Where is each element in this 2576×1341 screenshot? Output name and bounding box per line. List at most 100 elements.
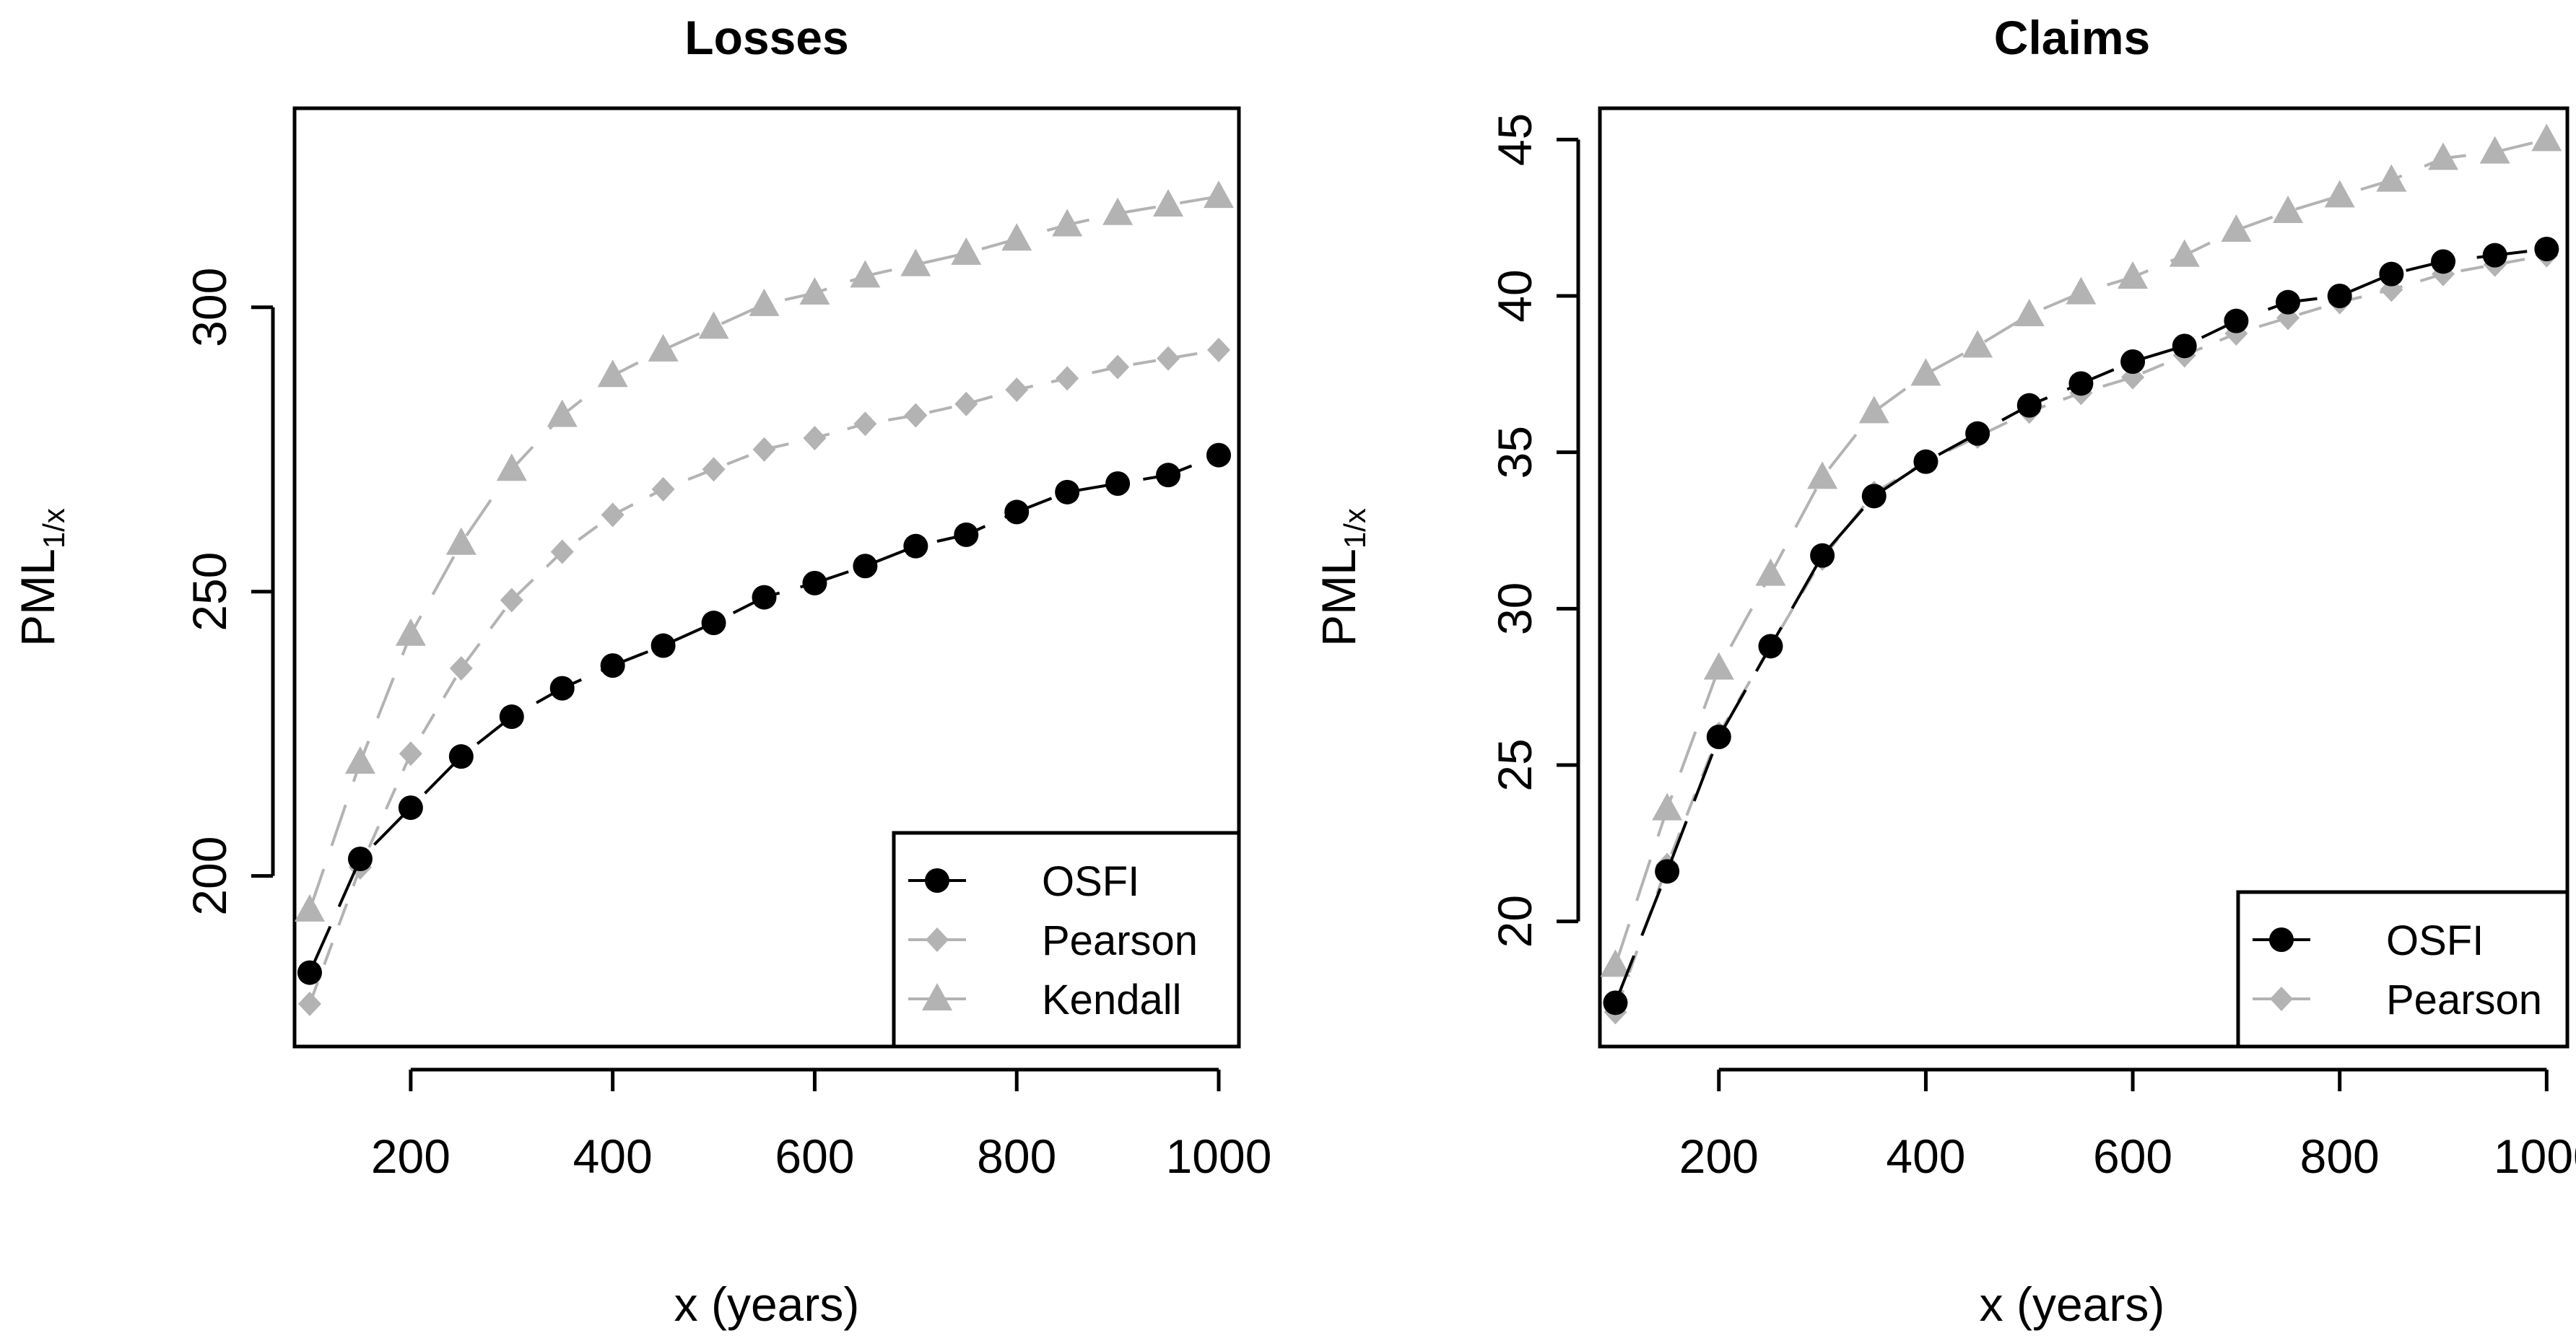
data-point [2431, 249, 2456, 274]
data-point [445, 527, 477, 555]
x-tick-label: 400 [573, 1130, 653, 1183]
data-point [2273, 196, 2304, 223]
data-point [600, 653, 625, 678]
data-point [1810, 543, 1835, 568]
data-point [1600, 949, 1631, 977]
data-point [297, 991, 321, 1016]
data-point [499, 704, 524, 730]
data-point [904, 403, 928, 428]
data-point [954, 391, 978, 416]
series-unlabeled [1600, 123, 2562, 977]
data-point [297, 960, 322, 985]
series-kendall [294, 180, 1235, 922]
y-axis-label-subscript: 1/x [1338, 508, 1372, 549]
data-point [1204, 180, 1235, 209]
y-axis-label-subscript: 1/x [37, 508, 71, 549]
data-point [749, 288, 780, 316]
legend-item-pearson: Pearson [2253, 977, 2542, 1023]
y-tick-label: 250 [183, 552, 236, 632]
data-point [448, 744, 474, 769]
data-point [1055, 479, 1080, 504]
data-point [1102, 197, 1133, 225]
data-point [651, 476, 675, 502]
data-point [1106, 354, 1130, 380]
data-point [752, 585, 777, 610]
chart-title: Losses [684, 11, 848, 64]
data-point [850, 260, 881, 288]
losses-panel: Losses 200 400 600 800 1000 x (years) 200 250 300… [11, 11, 1271, 1331]
data-point [701, 611, 726, 636]
x-tick-label: 600 [775, 1130, 854, 1183]
legend: OSFI Pearson Kendall [892, 831, 1241, 1049]
data-point [1861, 484, 1887, 509]
data-point [2428, 142, 2459, 170]
x-axis-label: x (years) [674, 1277, 860, 1331]
data-point [1652, 792, 1683, 821]
data-point [399, 741, 422, 766]
data-point [900, 248, 931, 276]
legend-label: Kendall [1042, 977, 1181, 1023]
data-point [698, 311, 729, 339]
y-tick-label: 25 [1488, 738, 1541, 791]
legend-item-osfi: OSFI [2253, 917, 2484, 964]
data-point [2014, 299, 2045, 326]
claims-panel: Claims 200 400 600 800 1000 x (years) 20 25 30 35 4… [1312, 11, 2576, 1331]
data-point [2531, 123, 2562, 152]
data-point [1056, 366, 1079, 391]
data-point [597, 359, 628, 388]
legend-marker [922, 983, 952, 1010]
data-point [1858, 396, 1889, 424]
data-point [449, 656, 473, 681]
legend-marker [2270, 987, 2293, 1011]
x-tick-label: 1000 [1166, 1130, 1272, 1183]
y-tick-label: 30 [1488, 582, 1541, 635]
data-point [702, 457, 726, 482]
data-point [1206, 442, 1232, 468]
legend-marker [926, 927, 949, 952]
data-point [2169, 239, 2200, 267]
data-point [2068, 371, 2094, 396]
series-pearson [297, 337, 1231, 1016]
data-point [550, 539, 574, 564]
chart-title: Claims [1994, 11, 2150, 64]
data-point [1157, 346, 1180, 371]
data-point [1052, 209, 1083, 237]
data-point [803, 425, 827, 450]
legend-label: Pearson [1042, 917, 1198, 964]
y-axis-label-main: PML [11, 549, 64, 647]
data-point [951, 237, 982, 265]
data-point [1153, 188, 1184, 217]
legend-marker [925, 868, 949, 893]
data-point [1755, 558, 1786, 586]
data-point [2534, 237, 2559, 261]
data-point [650, 633, 676, 658]
legend-label: Pearson [2386, 977, 2542, 1023]
data-point [2276, 289, 2301, 315]
data-point [547, 399, 578, 427]
data-point [2376, 164, 2407, 192]
data-point [1706, 725, 1731, 749]
data-point [2221, 214, 2252, 242]
data-point [601, 502, 625, 528]
data-point [1655, 859, 1680, 884]
plot-frame [1598, 106, 2570, 1049]
data-point [2118, 261, 2149, 289]
data-point [294, 894, 325, 922]
series-line [1614, 138, 2547, 966]
data-point [1156, 463, 1181, 488]
legend-label: OSFI [2386, 917, 2484, 964]
data-point [1207, 337, 1231, 362]
data-point [1004, 499, 1030, 525]
data-point [1913, 449, 1938, 474]
data-point [752, 437, 776, 462]
data-point [2120, 349, 2146, 374]
data-point [1965, 421, 1990, 446]
legend-item-osfi: OSFI [908, 858, 1139, 905]
legend-label: OSFI [1042, 858, 1139, 905]
data-point [2066, 276, 2097, 305]
y-tick-label: 300 [183, 268, 236, 347]
data-point [2016, 393, 2042, 418]
data-point [398, 795, 423, 821]
data-point [802, 570, 827, 595]
